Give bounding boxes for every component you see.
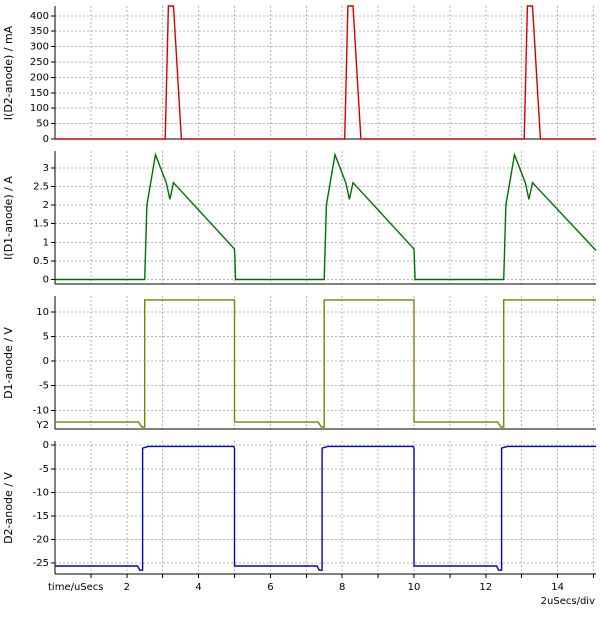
y-tick-label: 0 xyxy=(43,275,49,286)
y-tick-label: -20 xyxy=(33,535,49,546)
y-tick-label: 0 xyxy=(43,134,49,145)
y-tick-label: 400 xyxy=(30,11,49,22)
y-tick-label: 250 xyxy=(30,57,49,68)
x-tick-label: 10 xyxy=(407,582,421,593)
y-tick-label: 0 xyxy=(43,356,49,367)
d2-anode-voltage-trace xyxy=(55,445,596,571)
y-tick-label: 3 xyxy=(43,163,49,174)
plot-d2-anode-voltage: 0 -5 -10 -15 -20 -25 D2-anode / V xyxy=(2,440,596,578)
y-tick-label: -15 xyxy=(33,511,49,522)
x-tick-label: 2 xyxy=(123,582,130,593)
x-tick-label: 8 xyxy=(339,582,346,593)
x-scale-per-div-label: 2uSecs/div xyxy=(540,596,595,607)
axis-corner-label: Y2 xyxy=(36,420,49,431)
time-axis: time/uSecs 2uSecs/div 2 4 6 8 10 12 14 xyxy=(0,580,600,621)
plot-i-d1-anode: 0 0.5 1 1.5 2 2.5 3 I(D1-anode) / A xyxy=(2,151,597,286)
d1-anode-voltage-trace xyxy=(55,299,596,428)
y-tick-label: 0 xyxy=(43,440,49,451)
y-tick-label: 100 xyxy=(30,103,49,114)
y-tick-label: 150 xyxy=(30,88,49,99)
y-tick-label: 1.5 xyxy=(33,219,49,230)
x-tick-label: 14 xyxy=(551,582,564,593)
plot-i-d2-anode: 0 50 100 150 200 250 300 350 400 I(D2-anode) / mA xyxy=(2,5,596,145)
y-tick-label: 2.5 xyxy=(33,181,49,192)
y-axis-title: I(D1-anode) / A xyxy=(2,176,15,260)
y-tick-label: -10 xyxy=(33,487,49,498)
x-tick-label: 4 xyxy=(195,582,202,593)
y-tick-label: -5 xyxy=(39,381,49,392)
y-tick-label: -25 xyxy=(33,558,49,569)
x-tick-label: 6 xyxy=(267,582,274,593)
y-tick-label: 200 xyxy=(30,72,49,83)
y-tick-label: 0.5 xyxy=(33,256,49,267)
y-tick-label: 350 xyxy=(30,26,49,37)
y-axis-title: D2-anode / V xyxy=(2,472,15,544)
x-tick-label: 12 xyxy=(479,582,493,593)
y-tick-label: 5 xyxy=(43,331,49,342)
plot-d1-anode-voltage: -10 -5 0 5 10 D1-anode / V Y2 xyxy=(2,296,596,431)
i-d1-anode-current-trace xyxy=(55,152,597,281)
y-tick-label: 300 xyxy=(30,42,49,53)
y-tick-label: 50 xyxy=(36,119,49,130)
y-tick-label: 2 xyxy=(43,200,49,211)
y-axis-title: D1-anode / V xyxy=(2,327,15,399)
y-tick-label: -10 xyxy=(33,405,49,416)
y-tick-label: 10 xyxy=(36,307,49,318)
y-tick-label: 1 xyxy=(43,237,49,248)
y-axis-title: I(D2-anode) / mA xyxy=(2,25,15,120)
x-axis-label: time/uSecs xyxy=(48,582,104,593)
y-tick-label: -5 xyxy=(39,464,49,475)
i-d2-anode-current-trace xyxy=(55,5,596,140)
